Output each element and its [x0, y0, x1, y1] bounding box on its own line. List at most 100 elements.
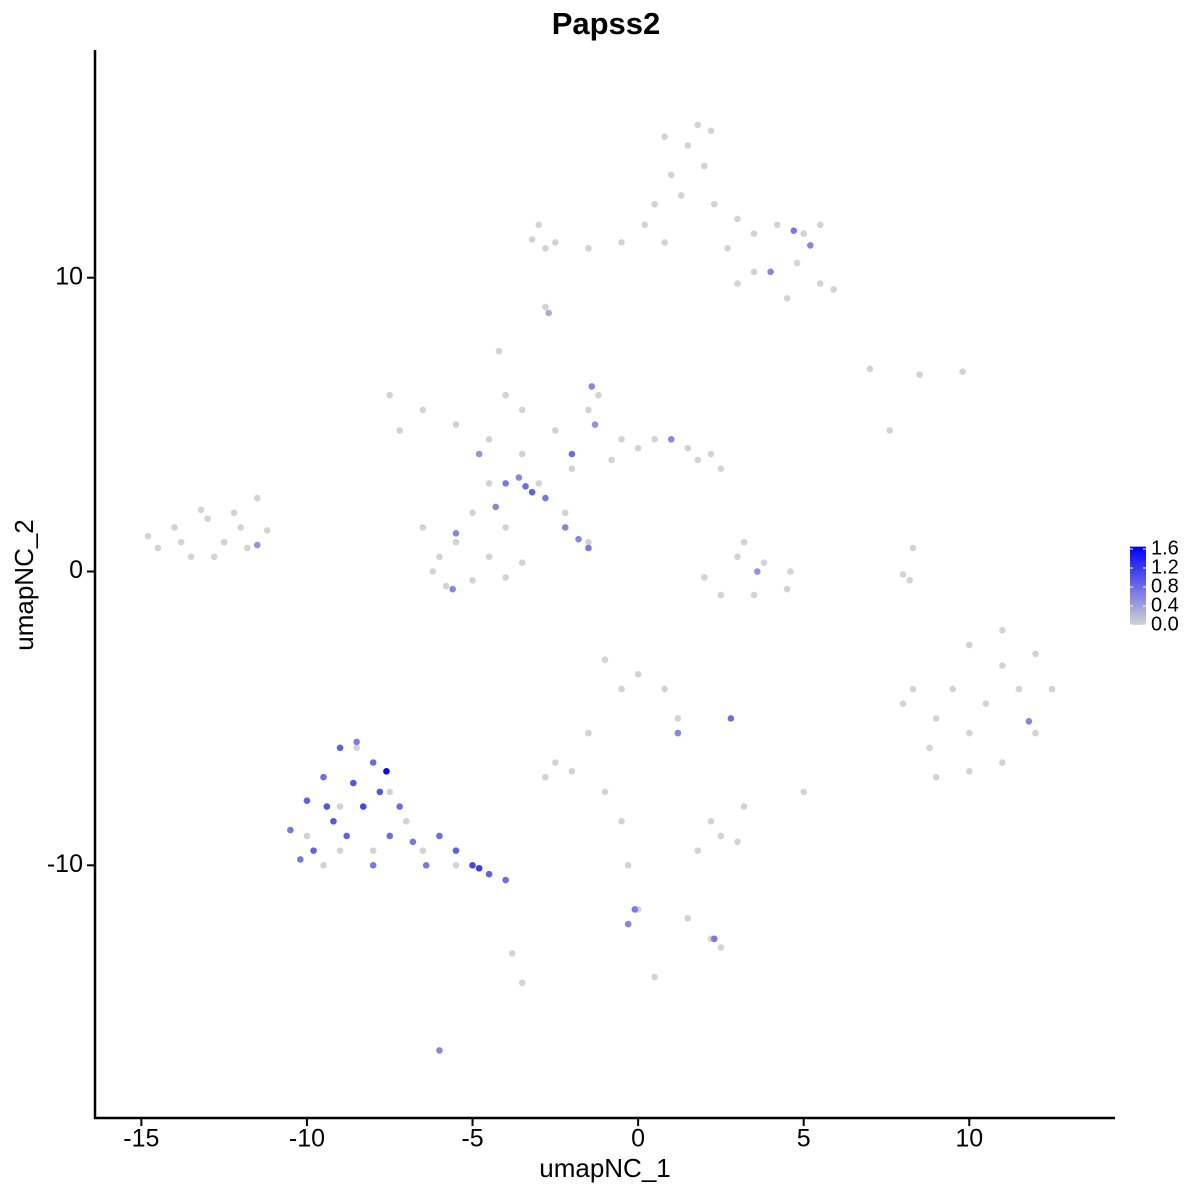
point: [710, 935, 718, 943]
point: [452, 862, 460, 869]
point: [734, 838, 741, 846]
point: [353, 738, 360, 746]
point: [542, 303, 549, 311]
point: [409, 838, 417, 846]
point: [932, 715, 940, 722]
point: [187, 553, 195, 561]
chart-title: Papss2: [552, 6, 661, 41]
point: [436, 1047, 443, 1054]
point: [641, 221, 649, 229]
point: [717, 832, 725, 840]
point: [807, 242, 814, 249]
point: [724, 245, 731, 252]
point: [651, 200, 658, 208]
point: [773, 221, 781, 229]
point: [585, 544, 592, 552]
colorbar-label: 1.6: [1151, 537, 1179, 559]
point: [253, 541, 261, 549]
point: [965, 641, 973, 649]
point: [694, 847, 702, 854]
x-axis-label: umapNC_1: [539, 1153, 671, 1183]
point: [965, 729, 973, 737]
point: [177, 538, 185, 546]
point: [485, 870, 493, 878]
point: [999, 759, 1006, 766]
points: [144, 121, 1056, 1054]
axes: -15 -10 -5 0 5 10 -10 0 10: [47, 50, 1115, 1153]
point: [320, 773, 327, 781]
point: [552, 427, 559, 434]
point: [485, 553, 493, 561]
point: [1032, 650, 1039, 658]
point: [297, 856, 304, 863]
point: [475, 450, 483, 458]
point: [661, 239, 668, 246]
point: [1032, 729, 1039, 737]
point: [386, 832, 394, 840]
point: [542, 773, 549, 781]
point: [561, 524, 569, 531]
point: [485, 435, 493, 443]
point: [419, 524, 427, 531]
point: [1048, 685, 1056, 693]
point: [508, 950, 516, 957]
point: [171, 524, 178, 531]
point: [323, 803, 331, 810]
point: [330, 817, 337, 825]
colorbar-gradient: [1130, 546, 1146, 625]
point: [452, 421, 460, 428]
point: [303, 832, 311, 840]
point: [396, 427, 403, 434]
point: [674, 715, 682, 722]
point: [353, 744, 360, 752]
point: [684, 142, 692, 149]
point: [585, 538, 592, 546]
point: [210, 553, 218, 561]
point: [419, 406, 427, 414]
point: [585, 406, 592, 414]
point: [926, 744, 933, 752]
point: [552, 759, 559, 766]
point: [866, 365, 874, 373]
point: [787, 568, 794, 575]
x-tick-label: 0: [631, 1125, 645, 1153]
point: [244, 544, 251, 552]
point: [253, 494, 261, 502]
point: [568, 450, 576, 458]
point: [502, 876, 509, 884]
point: [436, 553, 443, 561]
point: [502, 480, 509, 487]
point: [383, 768, 390, 775]
x-tick-label: -15: [123, 1125, 159, 1153]
point: [816, 280, 824, 287]
point: [618, 817, 625, 825]
point: [585, 729, 592, 737]
point: [535, 221, 543, 229]
point: [790, 227, 798, 234]
x-tick-label: 10: [955, 1125, 983, 1153]
point: [618, 239, 625, 246]
point: [585, 245, 592, 252]
point: [750, 268, 758, 276]
point: [502, 524, 509, 531]
point: [618, 435, 625, 443]
point: [701, 162, 708, 170]
point: [502, 574, 509, 581]
point: [469, 509, 476, 517]
point: [402, 817, 410, 825]
point: [710, 200, 718, 208]
point: [230, 509, 238, 517]
point: [522, 483, 529, 490]
x-tick-label: -5: [461, 1125, 483, 1153]
point: [535, 480, 543, 487]
point: [518, 450, 526, 458]
point: [740, 538, 748, 546]
point: [727, 715, 735, 722]
colorbar: 0.00.40.81.21.6: [1130, 537, 1179, 635]
point: [287, 826, 294, 834]
point: [816, 221, 824, 229]
point: [588, 383, 596, 390]
point: [154, 544, 162, 552]
point: [359, 803, 367, 810]
